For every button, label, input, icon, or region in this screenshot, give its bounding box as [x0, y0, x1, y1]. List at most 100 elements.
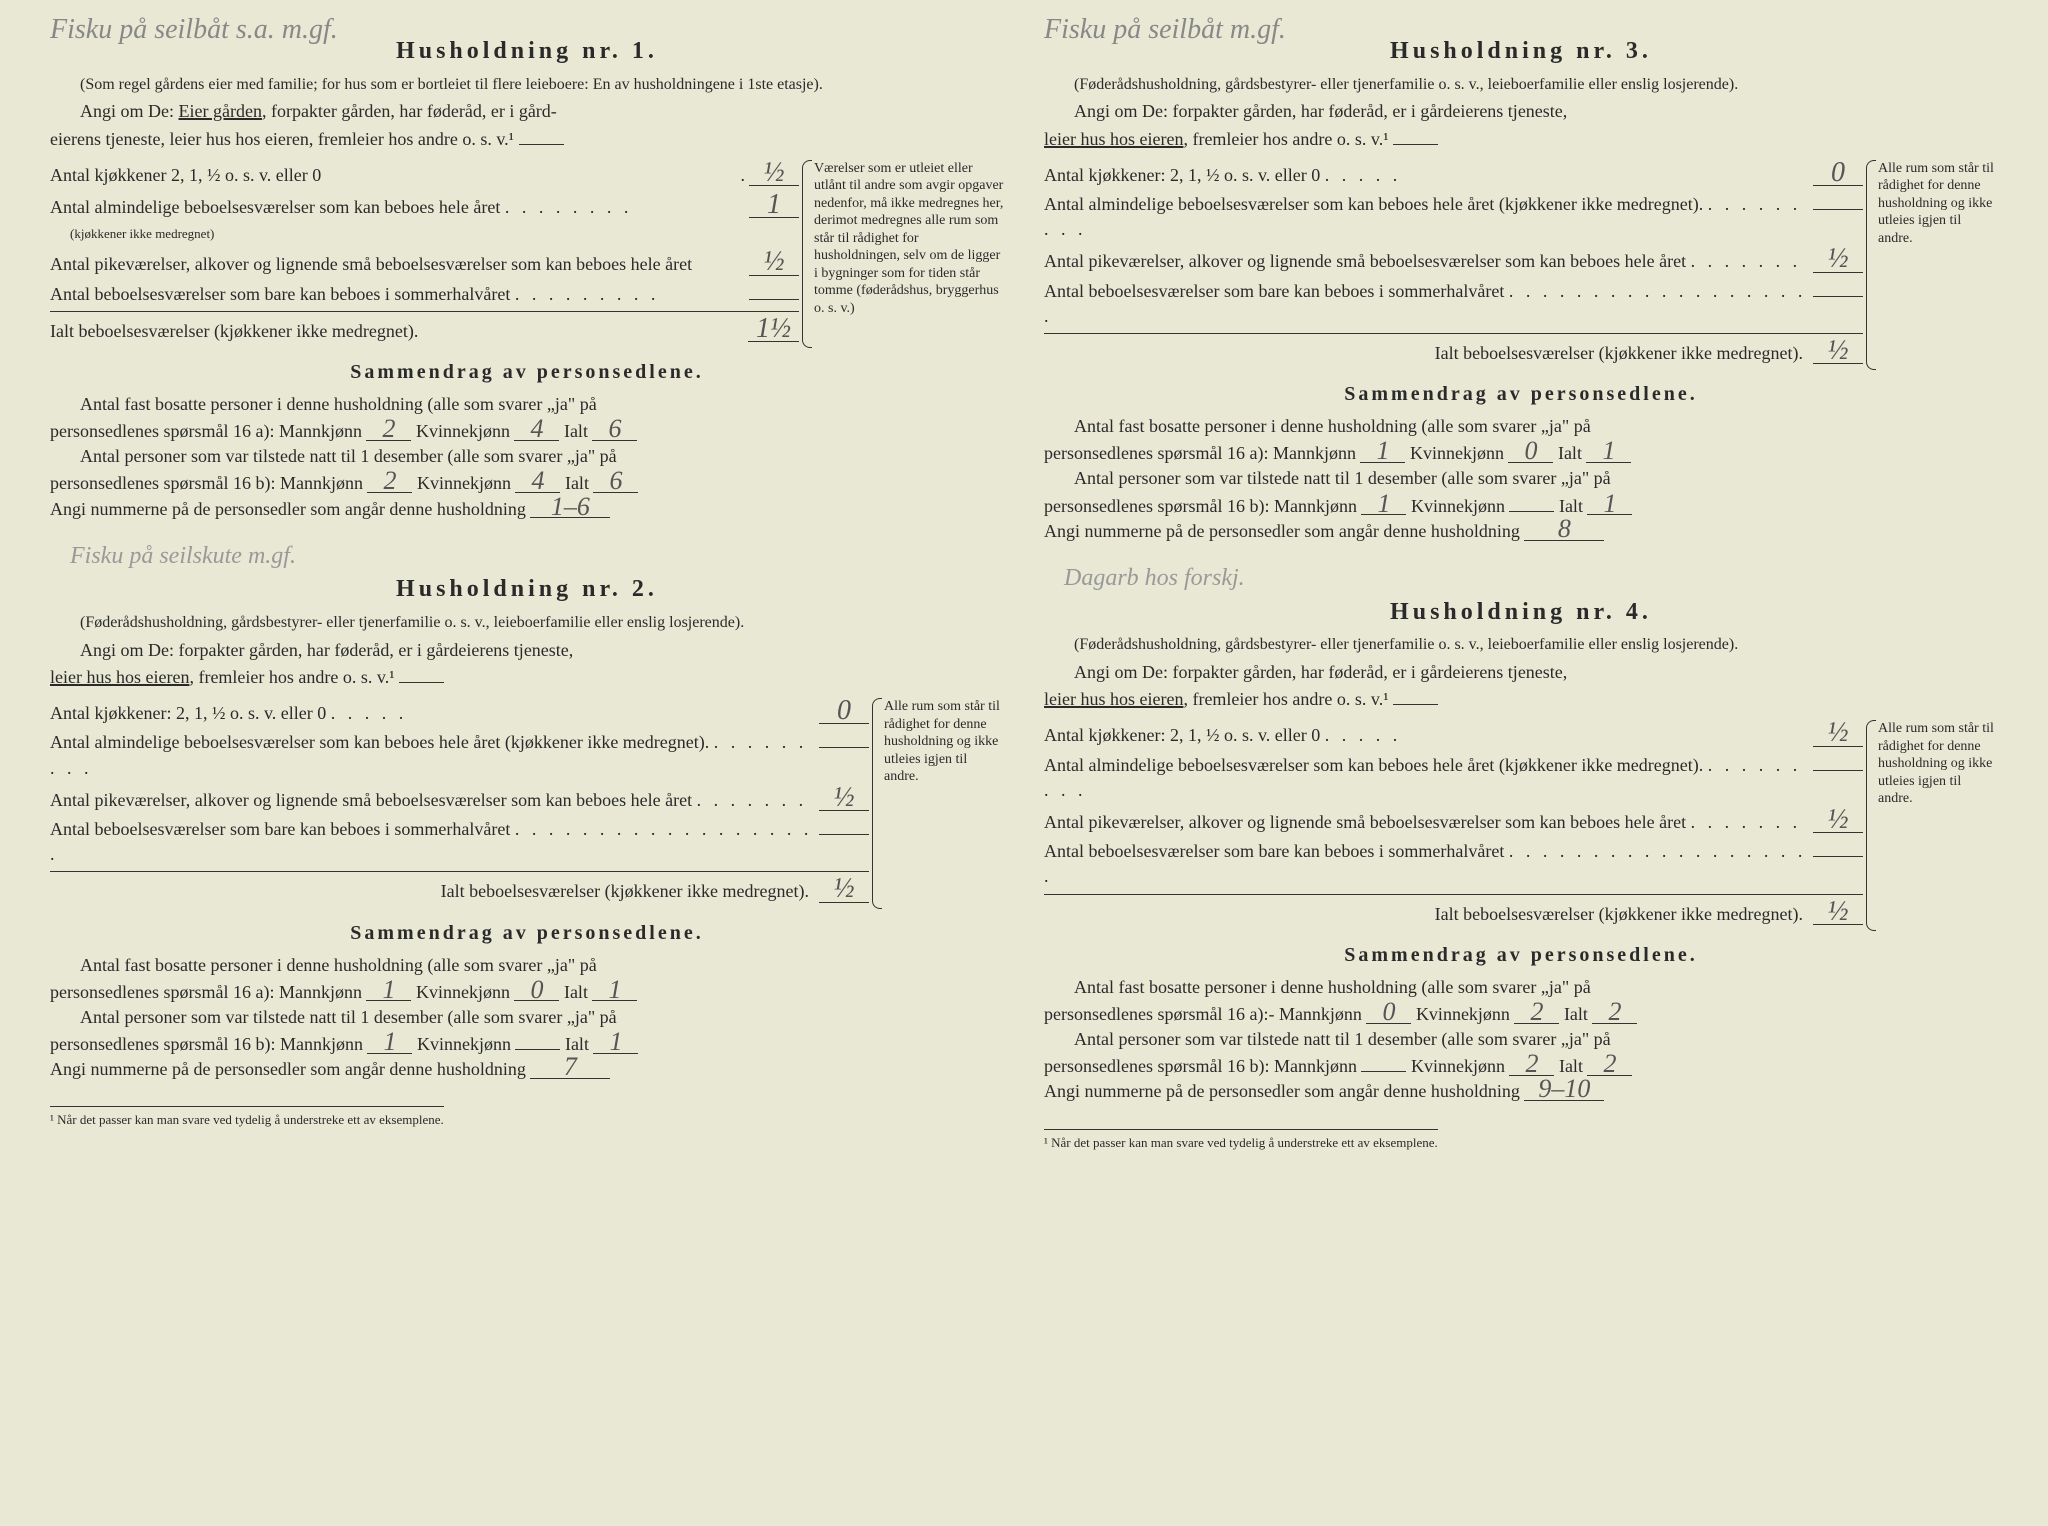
h1-row1-label: Antal almindelige beboelsesværelser som … [50, 195, 749, 245]
h3-row-1: Antal almindelige beboelsesværelser som … [1044, 192, 1863, 242]
h2-angi-post: , fremleier hos andre o. s. v.¹ [189, 667, 394, 687]
h3-row2-dots: . . . . . . . [1691, 251, 1802, 271]
h2-subtitle: (Føderådshusholdning, gårdsbestyrer- ell… [50, 613, 1004, 634]
h2-kvinn16a: 0 [514, 980, 559, 1002]
h4-total-label: Ialt beboelsesværelser (kjøkkener ikke m… [1044, 902, 1813, 927]
h1-row0-dots: . [741, 163, 750, 188]
h1-subtitle: (Som regel gårdens eier med familie; for… [50, 75, 1004, 96]
h3-ialt-label2: Ialt [1559, 496, 1583, 516]
h4-numline-text: Angi nummerne på de personsedler som ang… [1044, 1081, 1520, 1101]
h3-sum2a: Antal personer som var tilstede natt til… [1044, 466, 1998, 491]
h4-mann16a: 0 [1366, 1002, 1411, 1024]
h1-total-label: Ialt beboelsesværelser (kjøkkener ikke m… [50, 319, 748, 344]
h1-sum1b: personsedlenes spørsmål 16 a): Mannkjønn [50, 421, 362, 441]
left-page: Fisku på seilbåt s.a. m.gf. Husholdning … [50, 35, 1004, 1491]
h2-kvinn-label2: Kvinnekjønn [417, 1034, 511, 1054]
h3-kvinn16b [1509, 511, 1554, 512]
h2-angi-line2: leier hus hos eieren, fremleier hos andr… [50, 665, 1004, 690]
h2-row2-label: Antal pikeværelser, alkover og lignende … [50, 788, 819, 813]
h3-sidenote-text: Alle rum som står til rådighet for denne… [1878, 161, 1994, 246]
h2-sum1a: Antal fast bosatte personer i denne hush… [50, 953, 1004, 978]
h4-mann16b [1361, 1071, 1406, 1072]
h2-angi: Angi om De: forpakter gården, har føderå… [50, 638, 1004, 663]
h3-row1-label-text: Antal almindelige beboelsesværelser som … [1044, 194, 1703, 214]
h2-sidenote: Alle rum som står til rådighet for denne… [884, 698, 1004, 908]
h1-ialt16b: 6 [593, 471, 638, 493]
h1-total-val: 1½ [748, 316, 799, 342]
h1-sum2a: Antal personer som var tilstede natt til… [50, 444, 1004, 469]
h4-form: Antal kjøkkener: 2, 1, ½ o. s. v. eller … [1044, 720, 1998, 930]
h1-sidenote: Værelser som er utleiet eller utlånt til… [814, 160, 1004, 348]
h1-numline-text: Angi nummerne på de personsedler som ang… [50, 499, 526, 519]
h1-row0-val: ½ [749, 160, 799, 186]
h4-kvinn-label: Kvinnekjønn [1416, 1004, 1510, 1024]
h2-row3-label-text: Antal beboelsesværelser som bare kan beb… [50, 819, 510, 839]
h3-total-val: ½ [1813, 338, 1863, 364]
h1-numline: Angi nummerne på de personsedler som ang… [50, 497, 1004, 522]
h2-sum2b: personsedlenes spørsmål 16 b): Mannkjønn [50, 1034, 363, 1054]
h2-numline: Angi nummerne på de personsedler som ang… [50, 1057, 1004, 1082]
h3-kvinn16a: 0 [1508, 441, 1553, 463]
h3-row3-label: Antal beboelsesværelser som bare kan beb… [1044, 279, 1813, 329]
h2-numline-text: Angi nummerne på de personsedler som ang… [50, 1059, 526, 1079]
h3-row3-label-text: Antal beboelsesværelser som bare kan beb… [1044, 281, 1504, 301]
h2-sum1b-line: personsedlenes spørsmål 16 a): Mannkjønn… [50, 980, 1004, 1005]
h2-sidenote-text: Alle rum som står til rådighet for denne… [884, 699, 1000, 784]
h3-total: Ialt beboelsesværelser (kjøkkener ikke m… [1044, 333, 1863, 366]
h3-mann16b: 1 [1361, 494, 1406, 516]
h4-row0-val: ½ [1813, 720, 1863, 746]
h1-row3-dots: . . . . . . . . . [515, 284, 660, 304]
h4-sidenote-text: Alle rum som står til rådighet for denne… [1878, 721, 1994, 806]
h4-row0-dots: . . . . . [1325, 725, 1402, 745]
h1-form: Antal kjøkkener 2, 1, ½ o. s. v. eller 0… [50, 160, 1004, 348]
h1-mann16a: 2 [366, 419, 411, 441]
h1-row2-val: ½ [749, 249, 799, 275]
h1-kvinn-label: Kvinnekjønn [416, 421, 510, 441]
h4-kvinn16a: 2 [1514, 1002, 1559, 1024]
h4-sammendrag-title: Sammendrag av personsedlene. [1044, 941, 1998, 969]
h2-sum2a: Antal personer som var tilstede natt til… [50, 1005, 1004, 1030]
h3-sum1b-line: personsedlenes spørsmål 16 a): Mannkjønn… [1044, 441, 1998, 466]
h3-total-label: Ialt beboelsesværelser (kjøkkener ikke m… [1044, 341, 1813, 366]
h4-row-3: Antal beboelsesværelser som bare kan beb… [1044, 839, 1863, 889]
h2-total-val: ½ [819, 876, 869, 902]
h2-kvinn-label: Kvinnekjønn [416, 982, 510, 1002]
h2-kvinn16b [515, 1049, 560, 1050]
h2-row-2: Antal pikeværelser, alkover og lignende … [50, 785, 869, 813]
h4-total: Ialt beboelsesværelser (kjøkkener ikke m… [1044, 894, 1863, 927]
h2-row-0: Antal kjøkkener: 2, 1, ½ o. s. v. eller … [50, 698, 869, 726]
h1-kvinn-label2: Kvinnekjønn [417, 473, 511, 493]
bracket-icon [1866, 160, 1876, 370]
bracket-icon [872, 698, 882, 908]
h2-row1-val [819, 747, 869, 748]
h3-mann16a: 1 [1360, 441, 1405, 463]
h3-row2-label: Antal pikeværelser, alkover og lignende … [1044, 249, 1813, 274]
h1-kvinn16a: 4 [514, 419, 559, 441]
h1-row-0: Antal kjøkkener 2, 1, ½ o. s. v. eller 0… [50, 160, 799, 188]
h4-sum2b-line: personsedlenes spørsmål 16 b): Mannkjønn… [1044, 1054, 1998, 1079]
h3-angi-post: , fremleier hos andre o. s. v.¹ [1183, 129, 1388, 149]
bracket-icon [802, 160, 812, 348]
h3-sum1a: Antal fast bosatte personer i denne hush… [1044, 414, 1998, 439]
h4-row2-label-text: Antal pikeværelser, alkover og lignende … [1044, 812, 1686, 832]
h2-ialt16a: 1 [592, 980, 637, 1002]
h2-row3-label: Antal beboelsesværelser som bare kan beb… [50, 817, 819, 867]
h3-sum1b: personsedlenes spørsmål 16 a): Mannkjønn [1044, 443, 1356, 463]
h3-row-0: Antal kjøkkener: 2, 1, ½ o. s. v. eller … [1044, 160, 1863, 188]
h4-row-0: Antal kjøkkener: 2, 1, ½ o. s. v. eller … [1044, 720, 1863, 748]
h1-row-1: Antal almindelige beboelsesværelser som … [50, 192, 799, 245]
mid-handwriting-left: Fisku på seilskute m.gf. [70, 540, 1004, 574]
h4-total-val: ½ [1813, 899, 1863, 925]
h4-angi: Angi om De: forpakter gården, har føderå… [1044, 660, 1998, 685]
h2-mann16a: 1 [366, 980, 411, 1002]
h3-row1-label: Antal almindelige beboelsesværelser som … [1044, 192, 1813, 242]
h1-sum2b: personsedlenes spørsmål 16 b): Mannkjønn [50, 473, 363, 493]
h3-angi: Angi om De: forpakter gården, har føderå… [1044, 99, 1998, 124]
h2-row-1: Antal almindelige beboelsesværelser som … [50, 730, 869, 780]
h2-ialt-label: Ialt [564, 982, 588, 1002]
h2-sum1b: personsedlenes spørsmål 16 a): Mannkjønn [50, 982, 362, 1002]
mid-handwriting-right: Dagarb hos forskj. [1064, 562, 1998, 596]
h3-sum2b-line: personsedlenes spørsmål 16 b): Mannkjønn… [1044, 494, 1998, 519]
h4-row3-label-text: Antal beboelsesværelser som bare kan beb… [1044, 841, 1504, 861]
h2-row0-val: 0 [819, 698, 869, 724]
